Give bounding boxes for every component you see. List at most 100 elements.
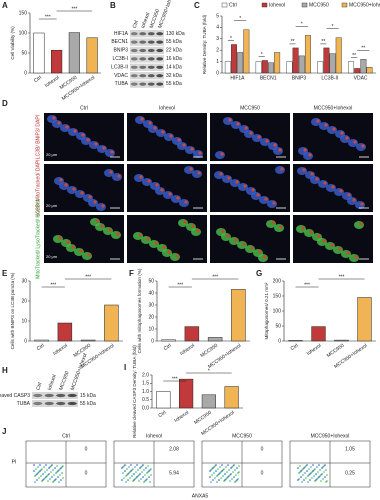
puncta bbox=[345, 136, 349, 140]
puncta bbox=[87, 253, 91, 257]
event bbox=[131, 475, 133, 477]
blot-band bbox=[147, 82, 155, 86]
puncta bbox=[317, 234, 321, 238]
event bbox=[43, 466, 45, 468]
sig-label: *** bbox=[212, 274, 218, 280]
blot-band bbox=[139, 74, 147, 78]
event bbox=[56, 471, 58, 473]
cell bbox=[148, 125, 158, 133]
puncta bbox=[65, 125, 69, 129]
event bbox=[210, 481, 212, 483]
scale-label: 20 μm bbox=[46, 254, 58, 259]
event bbox=[140, 478, 142, 480]
sig-label: *** bbox=[85, 274, 91, 280]
bar bbox=[231, 44, 237, 74]
puncta bbox=[80, 191, 84, 195]
bar bbox=[335, 37, 342, 74]
event bbox=[228, 475, 230, 477]
event bbox=[210, 469, 212, 471]
x-tick-label: BECN1 bbox=[260, 75, 277, 81]
blot-band bbox=[147, 32, 155, 36]
cell bbox=[191, 228, 201, 236]
event bbox=[302, 468, 304, 470]
event bbox=[41, 480, 43, 482]
event bbox=[300, 470, 302, 472]
blot-band bbox=[130, 82, 138, 86]
y-axis-label: Cells with mitophagosomes formation (%) bbox=[137, 268, 142, 353]
event bbox=[49, 466, 51, 468]
kda-label: 130 kDa bbox=[166, 31, 185, 37]
lane-label: Iohexol bbox=[140, 12, 151, 29]
flow-title: MCC950 bbox=[232, 433, 252, 439]
puncta bbox=[346, 251, 350, 255]
puncta bbox=[81, 133, 85, 137]
y-tick-label: 10 bbox=[148, 326, 154, 332]
puncta bbox=[219, 172, 223, 176]
legend-label: MCC950+Iohexol bbox=[349, 3, 380, 9]
event bbox=[59, 468, 61, 470]
event bbox=[211, 474, 213, 476]
cell bbox=[177, 142, 187, 150]
cell bbox=[88, 199, 98, 207]
column-header: MCC950+Iohexol bbox=[314, 105, 353, 111]
y-tick-label: 1 bbox=[216, 59, 219, 65]
blot-band bbox=[147, 57, 155, 61]
sig-label: ** bbox=[291, 39, 295, 45]
puncta bbox=[309, 230, 313, 234]
event bbox=[227, 464, 229, 466]
puncta bbox=[160, 188, 164, 192]
event bbox=[61, 472, 63, 474]
event bbox=[209, 470, 211, 472]
event bbox=[50, 465, 52, 467]
blot-band bbox=[130, 40, 138, 44]
event bbox=[122, 472, 124, 474]
event bbox=[226, 477, 228, 479]
event bbox=[225, 466, 227, 468]
blot-band bbox=[44, 401, 54, 406]
event bbox=[298, 472, 300, 474]
column-header: Ctrl bbox=[80, 105, 88, 111]
event bbox=[234, 481, 236, 483]
y-tick-label: 4 bbox=[216, 25, 219, 31]
y-tick-label: 0 bbox=[278, 338, 281, 344]
event bbox=[145, 479, 147, 481]
event bbox=[126, 468, 128, 470]
x-tick-label: VDAC bbox=[354, 75, 368, 81]
event bbox=[223, 468, 225, 470]
puncta bbox=[242, 242, 246, 246]
puncta bbox=[227, 176, 231, 180]
bar bbox=[224, 61, 231, 74]
puncta bbox=[332, 127, 336, 131]
event bbox=[238, 465, 240, 467]
puncta bbox=[72, 187, 76, 191]
event bbox=[55, 478, 57, 480]
puncta bbox=[110, 150, 114, 154]
event bbox=[219, 466, 221, 468]
puncta bbox=[66, 240, 70, 244]
x-tick-label: MCC950 bbox=[193, 410, 213, 426]
bar bbox=[334, 339, 349, 342]
event bbox=[313, 469, 315, 471]
event bbox=[224, 479, 226, 481]
event bbox=[220, 471, 222, 473]
event bbox=[139, 467, 141, 469]
blot-strip bbox=[130, 72, 164, 80]
row-label: LC3B/ MitoTracked/ DAPI bbox=[35, 159, 41, 216]
puncta bbox=[280, 167, 284, 171]
event bbox=[308, 474, 310, 476]
puncta bbox=[308, 153, 312, 157]
event bbox=[40, 475, 42, 477]
event bbox=[308, 468, 310, 470]
sig-label: *** bbox=[45, 14, 51, 20]
puncta bbox=[322, 239, 326, 243]
event bbox=[216, 475, 218, 477]
bar bbox=[329, 53, 336, 74]
event bbox=[321, 467, 323, 469]
puncta bbox=[169, 134, 173, 138]
event bbox=[128, 472, 130, 474]
event bbox=[317, 471, 319, 473]
bar bbox=[231, 289, 246, 342]
legend-label: Ctrl bbox=[229, 3, 237, 9]
cell bbox=[303, 152, 313, 160]
event bbox=[312, 470, 314, 472]
